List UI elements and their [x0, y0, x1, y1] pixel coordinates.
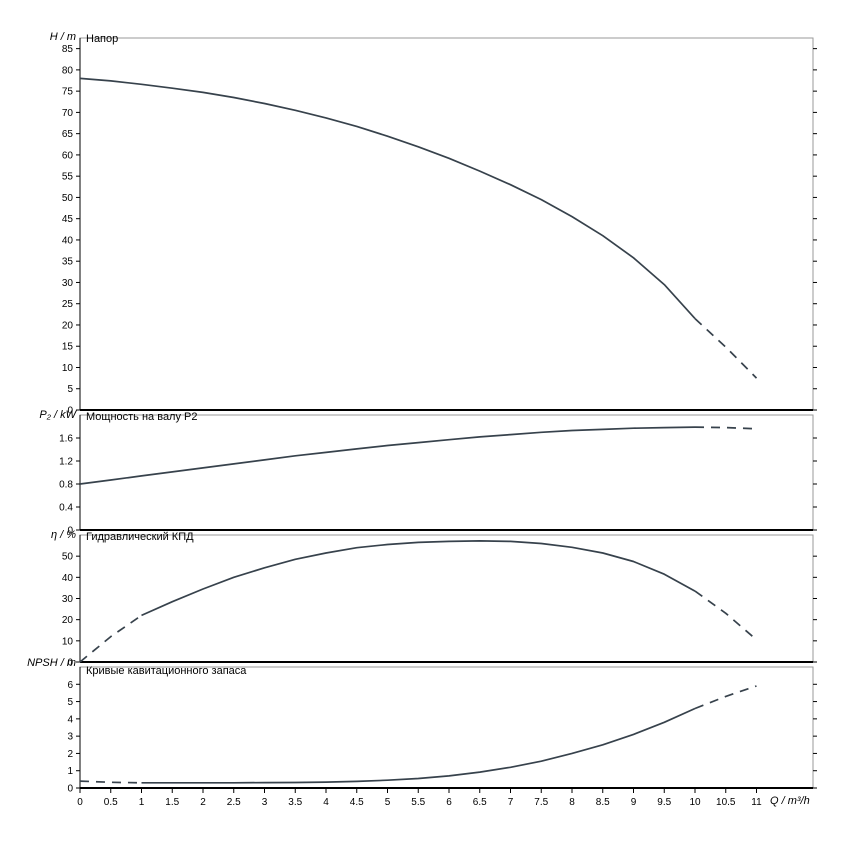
power-curve-dashed-right: [694, 426, 757, 430]
npsh-y-ticks: 0 1 2 3 4 5 6: [67, 680, 817, 795]
x-tick-label: 9.5: [657, 797, 671, 808]
efficiency-y-tick-label: 20: [62, 615, 74, 626]
head-frame: [79, 37, 814, 411]
power-y-tick-label: 0.8: [59, 480, 73, 491]
x-tick-label: 4: [323, 797, 329, 808]
npsh-y-tick-label: 4: [67, 714, 73, 725]
head-y-tick-label: 40: [62, 235, 74, 246]
npsh-y-tick-label: 0: [67, 784, 73, 795]
npsh-curve-dashed-right: [694, 685, 757, 710]
head-y-tick-label: 75: [62, 87, 74, 98]
x-tick-label: 1: [139, 797, 145, 808]
x-axis-ticks: 0 0.5 1 1.5 2 2.5 3 3.5 4 4.5 5 5.5 6 6.5 7 7.5 8 8.5 9 9.5…: [77, 788, 762, 808]
subplot-title-efficiency: Гидравлический КПД: [86, 531, 194, 543]
npsh-curve-solid: [141, 707, 696, 784]
efficiency-y-tick-label: 10: [62, 636, 74, 647]
head-y-tick-label: 65: [62, 129, 74, 140]
efficiency-y-tick-label: 50: [62, 552, 74, 563]
x-tick-label: 5: [385, 797, 391, 808]
head-curve-solid: [79, 77, 696, 320]
efficiency-y-tick-label: 30: [62, 594, 74, 605]
x-tick-label: 5.5: [411, 797, 425, 808]
head-y-tick-label: 60: [62, 150, 74, 161]
subplot-efficiency: 0 10 20 30 40 50: [62, 534, 817, 669]
subplot-npsh: 0 1 2 3 4 5 6: [67, 666, 817, 795]
head-y-tick-label: 55: [62, 172, 74, 183]
power-frame: [79, 414, 814, 531]
x-tick-label: 3: [262, 797, 268, 808]
head-curve-dashed-right: [694, 317, 758, 379]
x-tick-label: 1.5: [165, 797, 179, 808]
power-y-tick-label: 0: [67, 526, 73, 537]
head-y-tick-label: 80: [62, 65, 74, 76]
x-axis-label: Q / m³/h: [770, 795, 810, 807]
x-tick-label: 10: [689, 797, 701, 808]
x-tick-label: 7.5: [534, 797, 548, 808]
x-tick-label: 11: [751, 797, 762, 808]
subplot-head: 0 5 10 15 20 25 30 35 40 45 50 55 60 65 70 75 80 85: [62, 37, 817, 417]
x-tick-label: 8: [569, 797, 575, 808]
y-axis-label-npsh: NPSH / m: [27, 657, 76, 669]
power-curve-solid: [79, 426, 696, 485]
subplot-power: 0 0.4 0.8 1.2 1.6: [59, 414, 817, 537]
x-tick-label: 6.5: [473, 797, 487, 808]
head-y-tick-label: 30: [62, 278, 74, 289]
y-axis-label-power: P₂ / kW: [39, 409, 76, 421]
head-y-tick-label: 25: [62, 299, 74, 310]
y-axis-label-efficiency: η / %: [50, 529, 76, 541]
head-y-tick-label: 20: [62, 320, 74, 331]
subplot-title-npsh: Кривые кавитационного запаса: [86, 665, 247, 677]
head-y-tick-label: 50: [62, 193, 74, 204]
x-tick-label: 0.5: [104, 797, 118, 808]
head-y-tick-label: 10: [62, 363, 74, 374]
efficiency-curve-solid: [141, 540, 696, 617]
x-tick-label: 3.5: [288, 797, 302, 808]
head-y-tick-label: 15: [62, 342, 74, 353]
efficiency-y-ticks: 0 10 20 30 40 50: [62, 552, 817, 669]
x-tick-label: 4.5: [350, 797, 364, 808]
efficiency-y-tick-label: 40: [62, 573, 74, 584]
x-tick-label: 2: [200, 797, 206, 808]
head-y-tick-label: 45: [62, 214, 74, 225]
x-tick-label: 2.5: [227, 797, 241, 808]
head-y-tick-label: 85: [62, 44, 74, 55]
head-y-tick-label: 0: [67, 406, 73, 417]
power-y-ticks: 0 0.4 0.8 1.2 1.6: [59, 434, 817, 537]
subplot-title-head: Напор: [86, 33, 119, 45]
y-axis-label-head: H / m: [49, 31, 76, 43]
x-tick-label: 8.5: [596, 797, 610, 808]
efficiency-y-tick-label: 0: [67, 658, 73, 669]
head-y-tick-label: 35: [62, 257, 74, 268]
head-y-ticks: 0 5 10 15 20 25 30 35 40 45 50 55 60 65 70 75 80 85: [62, 44, 817, 417]
x-tick-label: 9: [631, 797, 637, 808]
head-y-tick-label: 70: [62, 108, 74, 119]
x-tick-label: 7: [508, 797, 514, 808]
npsh-y-tick-label: 3: [67, 732, 73, 743]
npsh-frame: [79, 666, 814, 789]
npsh-curve-dashed-left: [79, 780, 142, 784]
head-y-tick-label: 5: [67, 384, 73, 395]
efficiency-curve-dashed-left: [79, 614, 142, 663]
efficiency-curve-dashed-right: [694, 590, 758, 641]
x-tick-label: 0: [77, 797, 83, 808]
npsh-y-tick-label: 6: [67, 680, 73, 691]
efficiency-frame: [79, 534, 814, 663]
power-y-tick-label: 1.2: [59, 457, 73, 468]
power-y-tick-label: 1.6: [59, 434, 73, 445]
npsh-y-tick-label: 2: [67, 749, 73, 760]
x-tick-label: 6: [446, 797, 452, 808]
npsh-y-tick-label: 1: [67, 766, 73, 777]
x-tick-label: 10.5: [716, 797, 736, 808]
npsh-y-tick-label: 5: [67, 697, 73, 708]
subplot-title-power: Мощность на валу P2: [86, 411, 198, 423]
power-y-tick-label: 0.4: [59, 503, 73, 514]
